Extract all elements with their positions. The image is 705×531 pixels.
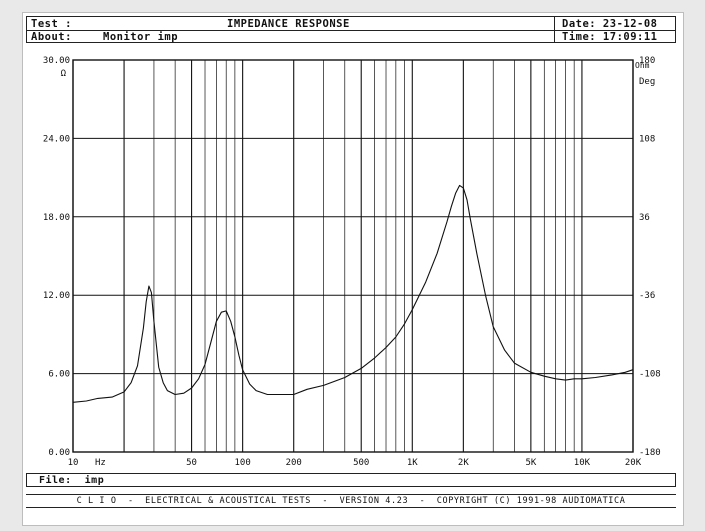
y2-tick-label: -108: [639, 370, 661, 380]
report-header: Test : IMPEDANCE RESPONSE Date: 23-12-08…: [26, 16, 676, 43]
file-label: File: imp: [39, 475, 104, 486]
x-tick-label: 50: [186, 458, 197, 468]
y2-tick-label: 108: [639, 134, 655, 144]
y-tick-label: 30.00: [43, 56, 70, 66]
credits-line: C L I O - ELECTRICAL & ACOUSTICAL TESTS …: [26, 494, 676, 508]
impedance-curve: [72, 184, 634, 403]
file-label-text: File:: [39, 475, 72, 486]
x-tick-label: 200: [286, 458, 302, 468]
y-tick-label: 6.00: [48, 370, 70, 380]
x-tick-label: 10K: [574, 458, 591, 468]
file-bar: File: imp: [26, 473, 676, 487]
x-tick-label: 500: [353, 458, 369, 468]
x-tick-label: 1K: [407, 458, 418, 468]
y2-tick-label: 180: [639, 56, 655, 66]
x-tick-label: 100: [235, 458, 251, 468]
x-tick-label: 10: [68, 458, 79, 468]
y-tick-label: 0.00: [48, 448, 70, 458]
x-tick-label: 20K: [625, 458, 642, 468]
report-frame: Test : IMPEDANCE RESPONSE Date: 23-12-08…: [22, 12, 684, 526]
y2-tick-label: -180: [639, 448, 661, 458]
y-unit-label: Ω: [61, 69, 67, 79]
about-value: Monitor imp: [103, 31, 179, 43]
y2-tick-label: -36: [639, 291, 655, 301]
y2-axis-name: Deg: [639, 77, 655, 87]
y-tick-label: 18.00: [43, 213, 70, 223]
impedance-chart: 0.00 6.00 12.00 18.00 24.00 30.00 Ω -180 -108 -36…: [43, 56, 661, 468]
time-label: Time: 17:09:11: [562, 31, 658, 43]
test-label: Test :: [31, 18, 72, 30]
y-tick-label: 24.00: [43, 134, 70, 144]
y2-unit-label: Ohm: [635, 61, 650, 70]
report-title: IMPEDANCE RESPONSE: [227, 18, 350, 30]
x-unit-label: Hz: [95, 458, 106, 468]
date-label: Date: 23-12-08: [562, 18, 658, 30]
file-value: imp: [84, 475, 105, 486]
y-tick-label: 12.00: [43, 291, 70, 301]
plot-area-border: [72, 59, 634, 453]
x-tick-label: 2K: [458, 458, 469, 468]
y2-tick-label: 36: [639, 213, 650, 223]
x-tick-label: 5K: [525, 458, 536, 468]
about-label: About:: [31, 31, 72, 43]
